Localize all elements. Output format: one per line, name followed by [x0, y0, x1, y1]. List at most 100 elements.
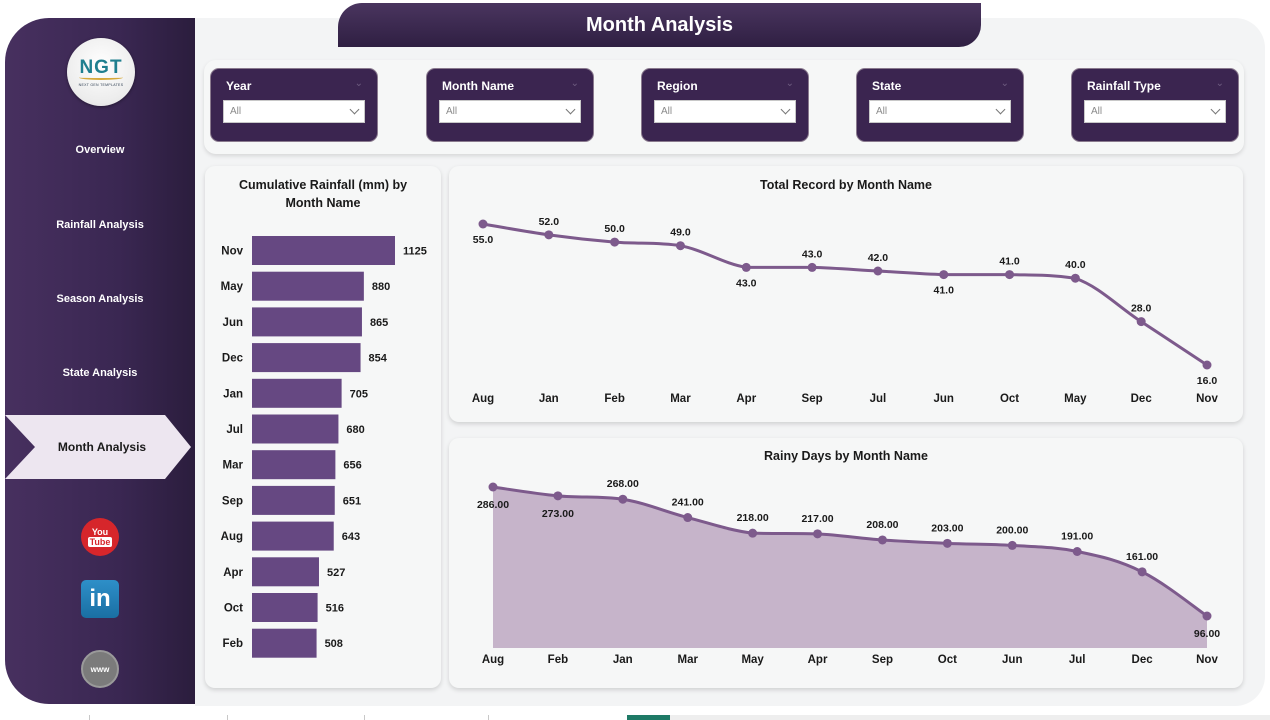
line-data-label: 16.0	[1197, 375, 1218, 387]
website-globe-icon[interactable]: www	[81, 650, 119, 688]
state-dropdown[interactable]: All	[869, 100, 1011, 123]
bar-value-label: 680	[346, 424, 364, 436]
dropdown-value: All	[1091, 106, 1103, 117]
rainy-days-area	[493, 487, 1207, 648]
area-point-feb	[553, 491, 563, 501]
bar-category-label: Apr	[223, 567, 243, 579]
x-axis-tick-label: Jul	[870, 393, 887, 405]
bar-category-label: Sep	[222, 495, 243, 507]
x-axis-tick-label: Aug	[482, 654, 504, 666]
bar-feb	[252, 628, 317, 658]
bar-value-label: 651	[343, 495, 361, 507]
line-data-label: 43.0	[802, 248, 823, 260]
linkedin-icon[interactable]: in	[81, 580, 119, 618]
total-record-card: Total Record by Month Name 55.0 Aug 52.0 Ja…	[449, 166, 1243, 422]
slicer-region: Region ⌄ All	[641, 68, 809, 142]
youtube-icon[interactable]: You Tube	[81, 518, 119, 556]
sidebar-item-label: Month Analysis	[57, 440, 147, 454]
chevron-down-icon[interactable]: ⌄	[1215, 78, 1224, 89]
sidebar-item-overview[interactable]: Overview	[75, 144, 125, 156]
bar-mar	[252, 450, 336, 480]
line-point-dec	[1136, 317, 1146, 327]
line-point-sep	[807, 262, 817, 272]
page-tab-divider	[89, 715, 90, 720]
sidebar-item-rainfall-analysis[interactable]: Rainfall Analysis	[56, 219, 144, 231]
x-axis-tick-label: Nov	[1196, 393, 1218, 405]
x-axis-tick-label: Jan	[613, 654, 633, 666]
bar-value-label: 516	[326, 603, 344, 615]
bar-value-label: 865	[370, 317, 388, 329]
bar-jul	[252, 414, 339, 444]
line-point-feb	[610, 237, 620, 247]
page-tab-active[interactable]	[627, 715, 670, 720]
chevron-down-icon	[995, 104, 1006, 115]
line-point-nov	[1202, 360, 1212, 370]
chart-title: Cumulative Rainfall (mm) by Month Name	[238, 178, 408, 210]
dropdown-value: All	[876, 106, 888, 117]
bar-nov	[252, 236, 395, 265]
area-data-label: 241.00	[672, 497, 704, 509]
line-point-mar	[675, 241, 685, 251]
ngt-logo[interactable]: NGT NEXT GEN TEMPLATES	[67, 38, 135, 106]
chevron-down-icon[interactable]: ⌄	[785, 78, 794, 89]
area-point-oct	[942, 538, 952, 548]
bar-category-label: May	[221, 281, 244, 293]
slicer-label: Region	[657, 79, 698, 93]
chevron-down-icon[interactable]: ⌄	[354, 78, 363, 89]
bar-jan	[252, 378, 342, 408]
x-axis-tick-label: Sep	[872, 654, 893, 666]
line-data-label: 49.0	[670, 227, 691, 239]
page-tab-bar	[670, 715, 1270, 720]
area-data-label: 161.00	[1126, 551, 1158, 563]
line-data-label: 28.0	[1131, 303, 1152, 315]
bar-value-label: 880	[372, 281, 390, 293]
bar-category-label: Mar	[223, 460, 244, 472]
month-name-dropdown[interactable]: All	[439, 100, 581, 123]
area-point-dec	[1137, 567, 1147, 577]
bar-value-label: 656	[343, 460, 361, 472]
sidebar-item-season-analysis[interactable]: Season Analysis	[56, 293, 144, 305]
sidebar-item-month-analysis[interactable]: Month Analysis	[5, 415, 191, 479]
page-title: Month Analysis	[585, 13, 734, 36]
line-point-jun	[939, 270, 949, 280]
line-data-label: 41.0	[934, 285, 955, 297]
x-axis-tick-label: Jun	[1002, 654, 1022, 666]
youtube-icon-text-bottom: Tube	[87, 536, 113, 547]
region-dropdown[interactable]: All	[654, 100, 796, 123]
bar-jun	[252, 307, 362, 337]
bar-value-label: 643	[342, 531, 360, 543]
chart-title: Rainy Days by Month Name	[764, 449, 928, 463]
line-data-label: 41.0	[999, 256, 1020, 268]
x-axis-tick-label: Sep	[802, 393, 823, 405]
bar-may	[252, 271, 364, 301]
cumulative-rainfall-chart: Nov 1125 May 880 Jun 865 Dec 854 Jan 705 Jul 680 Mar…	[221, 236, 427, 658]
linkedin-icon-text: in	[89, 585, 111, 612]
line-point-may	[1070, 273, 1080, 283]
area-point-jun	[1007, 540, 1017, 550]
x-axis-tick-label: Jan	[539, 393, 559, 405]
logo-text: NGT	[79, 56, 123, 78]
line-data-label: 43.0	[736, 277, 757, 289]
slicer-label: Year	[226, 79, 252, 93]
year-dropdown[interactable]: All	[223, 100, 365, 123]
bar-value-label: 527	[327, 567, 345, 579]
rainfall-type-dropdown[interactable]: All	[1084, 100, 1226, 123]
area-data-label: 200.00	[996, 524, 1028, 536]
bar-value-label: 854	[369, 353, 388, 365]
area-point-jan	[618, 494, 628, 504]
chevron-down-icon	[780, 104, 791, 115]
chevron-down-icon[interactable]: ⌄	[570, 78, 579, 89]
dropdown-value: All	[661, 106, 673, 117]
line-data-label: 55.0	[473, 234, 494, 246]
logo-tagline: NEXT GEN TEMPLATES	[78, 82, 124, 87]
bar-category-label: Jun	[223, 317, 243, 329]
sidebar-item-state-analysis[interactable]: State Analysis	[62, 367, 138, 379]
dropdown-value: All	[230, 106, 242, 117]
area-data-label: 208.00	[866, 519, 898, 531]
x-axis-tick-label: Jun	[934, 393, 954, 405]
chevron-down-icon[interactable]: ⌄	[1000, 78, 1009, 89]
area-data-label: 191.00	[1061, 531, 1093, 543]
bar-category-label: Oct	[224, 603, 243, 615]
bar-apr	[252, 557, 319, 587]
